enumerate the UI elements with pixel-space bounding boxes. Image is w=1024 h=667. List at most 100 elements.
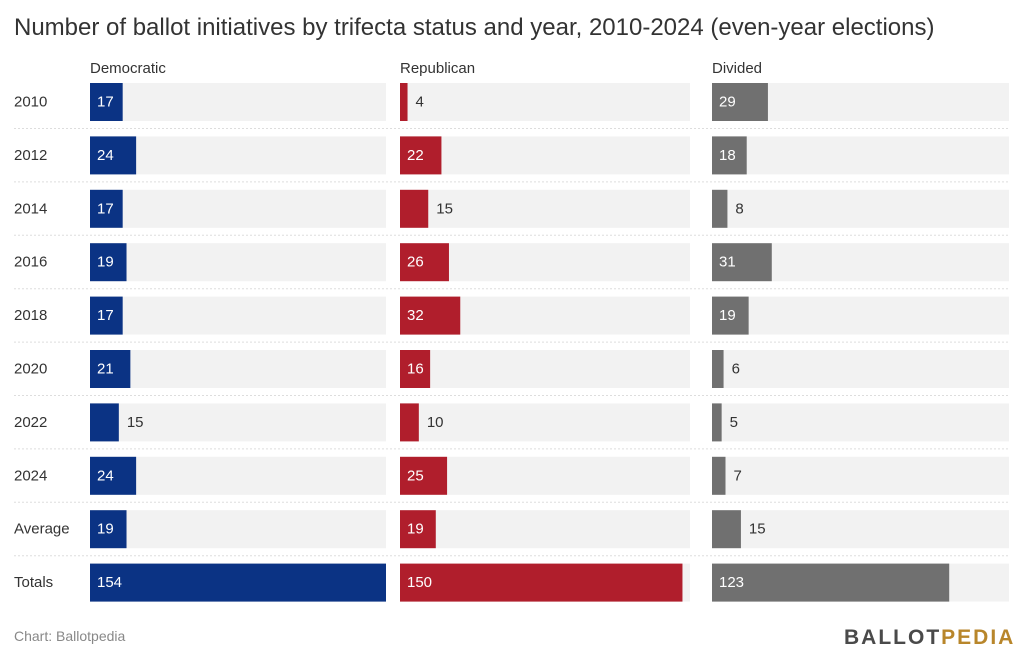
bar-track	[90, 456, 386, 495]
bar-track	[400, 136, 690, 175]
bar-republican-totals	[400, 563, 683, 602]
bar-democratic-2020	[90, 350, 131, 388]
data-label-republican-2024: 25	[407, 467, 424, 484]
data-label-republican-2020: 16	[407, 361, 424, 378]
source-note: Chart: Ballotpedia	[14, 628, 126, 644]
bar-divided-2014	[712, 189, 728, 228]
bar-divided-2012	[712, 136, 747, 175]
bar-republican-2014	[400, 189, 429, 228]
bar-track	[90, 296, 386, 335]
row-label-2010: 2010	[14, 94, 47, 111]
row-label-average: Average	[14, 521, 70, 538]
data-label-divided-average: 15	[749, 521, 766, 538]
bar-democratic-2022	[90, 403, 119, 442]
bar-track	[712, 510, 1009, 549]
data-label-republican-2022: 10	[427, 414, 444, 431]
column-header-democratic: Democratic	[90, 60, 166, 77]
row-label-2020: 2020	[14, 361, 47, 378]
row-label-2018: 2018	[14, 307, 47, 324]
bar-divided-2016	[712, 243, 772, 282]
bar-republican-average	[400, 510, 436, 549]
row-label-2016: 2016	[14, 254, 47, 271]
column-header-republican: Republican	[400, 60, 475, 77]
row-label-totals: Totals	[14, 574, 53, 591]
chart-title: Number of ballot initiatives by trifecta…	[14, 14, 935, 41]
data-label-democratic-average: 19	[97, 521, 114, 538]
bar-track	[400, 350, 690, 388]
bar-democratic-average	[90, 510, 127, 549]
bar-republican-2018	[400, 296, 461, 335]
bar-democratic-2016	[90, 243, 127, 282]
bar-republican-2024	[400, 456, 448, 495]
data-label-divided-2010: 29	[719, 94, 736, 111]
data-label-democratic-2016: 19	[97, 254, 114, 271]
bar-track	[90, 189, 386, 228]
data-label-divided-2024: 7	[734, 467, 742, 484]
bar-democratic-2010	[90, 83, 123, 121]
data-label-divided-2014: 8	[735, 200, 743, 217]
bar-republican-2022	[400, 403, 419, 442]
data-label-democratic-2020: 21	[97, 361, 114, 378]
logo-part-ballot: BALLOT	[844, 626, 942, 649]
bar-track	[90, 350, 386, 388]
bar-track	[712, 189, 1009, 228]
data-label-republican-2016: 26	[407, 254, 424, 271]
row-label-2022: 2022	[14, 414, 47, 431]
bar-democratic-2012	[90, 136, 137, 175]
logo-part-pedia: PEDIA	[941, 626, 1016, 649]
row-label-2014: 2014	[14, 200, 47, 217]
data-label-democratic-totals: 154	[97, 574, 122, 591]
bar-track	[712, 350, 1009, 388]
bar-track	[90, 243, 386, 282]
data-label-republican-totals: 150	[407, 574, 432, 591]
data-label-democratic-2022: 15	[127, 414, 144, 431]
ballotpedia-logo: BALLOTPEDIA	[844, 626, 1015, 650]
data-label-divided-2018: 19	[719, 307, 736, 324]
bar-track	[712, 403, 1009, 442]
data-label-democratic-2014: 17	[97, 200, 114, 217]
row-label-2012: 2012	[14, 147, 47, 164]
data-label-democratic-2024: 24	[97, 467, 114, 484]
bar-track	[400, 456, 690, 495]
bar-republican-2020	[400, 350, 431, 388]
data-label-republican-2014: 15	[436, 200, 453, 217]
bar-divided-2020	[712, 350, 724, 388]
bar-divided-2024	[712, 456, 726, 495]
bar-democratic-2014	[90, 189, 123, 228]
bar-republican-2016	[400, 243, 449, 282]
data-label-divided-2012: 18	[719, 147, 736, 164]
bar-republican-2012	[400, 136, 442, 175]
bar-track	[712, 136, 1009, 175]
bar-track	[400, 403, 690, 442]
data-label-divided-2020: 6	[732, 361, 740, 378]
bar-democratic-totals	[90, 563, 386, 602]
column-header-divided: Divided	[712, 60, 762, 77]
row-label-2024: 2024	[14, 467, 47, 484]
bar-track	[712, 296, 1009, 335]
bar-track	[400, 510, 690, 549]
bar-track	[90, 403, 386, 442]
data-label-democratic-2018: 17	[97, 307, 114, 324]
bar-track	[712, 456, 1009, 495]
bar-democratic-2018	[90, 296, 123, 335]
bar-republican-2010	[400, 83, 408, 121]
data-label-divided-2022: 5	[730, 414, 738, 431]
bar-democratic-2024	[90, 456, 137, 495]
data-label-divided-totals: 123	[719, 574, 744, 591]
bar-track	[90, 510, 386, 549]
bar-divided-totals	[712, 563, 950, 602]
data-label-democratic-2012: 24	[97, 147, 114, 164]
bar-track	[400, 189, 690, 228]
data-label-divided-2016: 31	[719, 254, 736, 271]
bar-divided-average	[712, 510, 741, 549]
bar-divided-2018	[712, 296, 749, 335]
bar-track	[90, 136, 386, 175]
bar-track	[90, 83, 386, 121]
data-label-republican-2010: 4	[416, 94, 424, 111]
data-label-republican-2012: 22	[407, 147, 424, 164]
bar-track	[400, 83, 690, 121]
bar-divided-2010	[712, 83, 768, 121]
data-label-republican-average: 19	[407, 521, 424, 538]
data-label-republican-2018: 32	[407, 307, 424, 324]
